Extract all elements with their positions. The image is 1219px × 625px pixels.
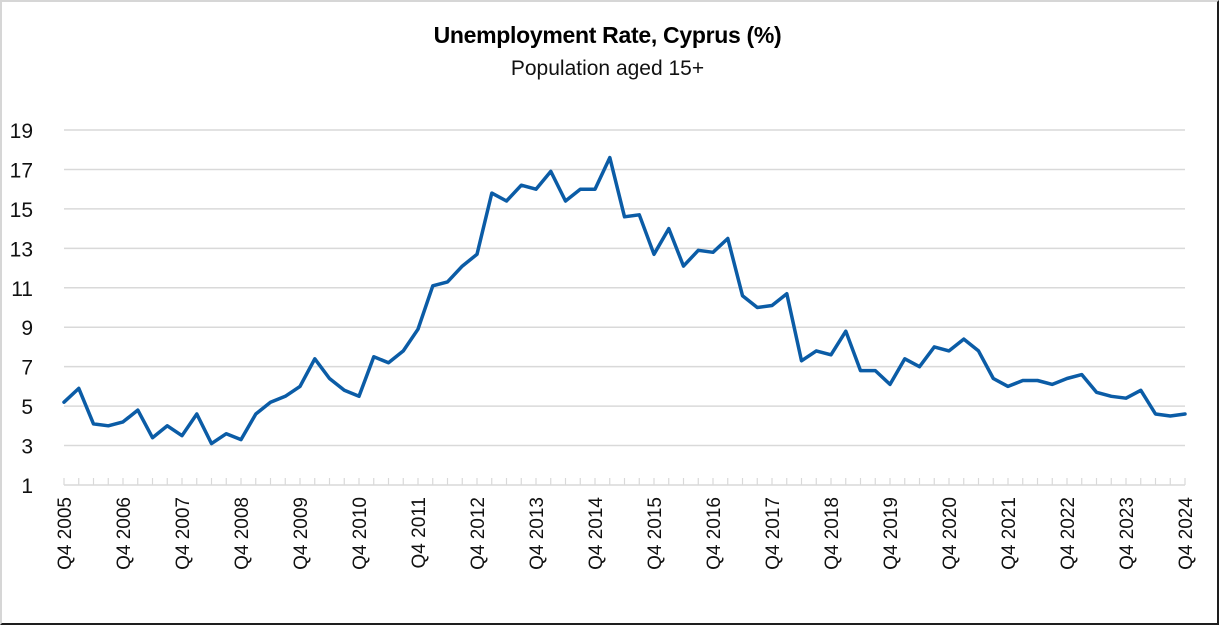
x-tick-label: Q4 2014 bbox=[586, 497, 607, 570]
y-tick-label: 3 bbox=[21, 436, 33, 459]
y-tick-label: 17 bbox=[10, 159, 33, 182]
x-tick-label: Q4 2010 bbox=[350, 497, 371, 570]
x-tick-label: Q4 2024 bbox=[1176, 497, 1197, 570]
x-tick-label: Q4 2018 bbox=[822, 497, 843, 570]
chart-subtitle: Population aged 15+ bbox=[510, 57, 705, 80]
x-tick-label: Q4 2017 bbox=[763, 497, 784, 570]
x-tick-label: Q4 2009 bbox=[291, 497, 312, 570]
gridlines bbox=[64, 129, 1185, 447]
x-tick-label: Q4 2005 bbox=[55, 497, 76, 570]
x-tick-label: Q4 2013 bbox=[527, 497, 548, 570]
x-tick-label: Q4 2021 bbox=[999, 497, 1020, 570]
x-tick-label: Q4 2012 bbox=[468, 497, 489, 570]
x-tick-label: Q4 2020 bbox=[940, 497, 961, 570]
y-tick-label: 11 bbox=[11, 278, 33, 301]
y-tick-label: 13 bbox=[10, 238, 33, 261]
x-axis: Q4 2005 Q4 2006 Q4 2007 Q4 2008 Q4 2009 Q4 20… bbox=[55, 478, 1197, 570]
unemployment-rate-line bbox=[62, 155, 1187, 446]
y-tick-label: 19 bbox=[10, 120, 33, 143]
x-tick-label: Q4 2007 bbox=[173, 497, 194, 570]
x-tick-label: Q4 2023 bbox=[1117, 497, 1138, 570]
x-tick-label: Q4 2011 bbox=[409, 497, 430, 568]
x-tick-label: Q4 2022 bbox=[1058, 497, 1079, 570]
x-tick-label: Q4 2008 bbox=[232, 497, 253, 570]
x-tick-label: Q4 2016 bbox=[704, 497, 725, 570]
y-tick-label: 1 bbox=[21, 475, 33, 498]
y-tick-label: 15 bbox=[10, 199, 33, 222]
y-tick-label: 7 bbox=[21, 357, 33, 380]
y-tick-label: 5 bbox=[21, 396, 33, 419]
x-tick-label: Q4 2015 bbox=[645, 497, 666, 570]
x-tick-label: Q4 2006 bbox=[114, 497, 135, 570]
x-tick-label: Q4 2019 bbox=[881, 497, 902, 570]
chart-title: Unemployment Rate, Cyprus (%) bbox=[433, 22, 782, 48]
y-tick-label: 9 bbox=[21, 317, 33, 340]
